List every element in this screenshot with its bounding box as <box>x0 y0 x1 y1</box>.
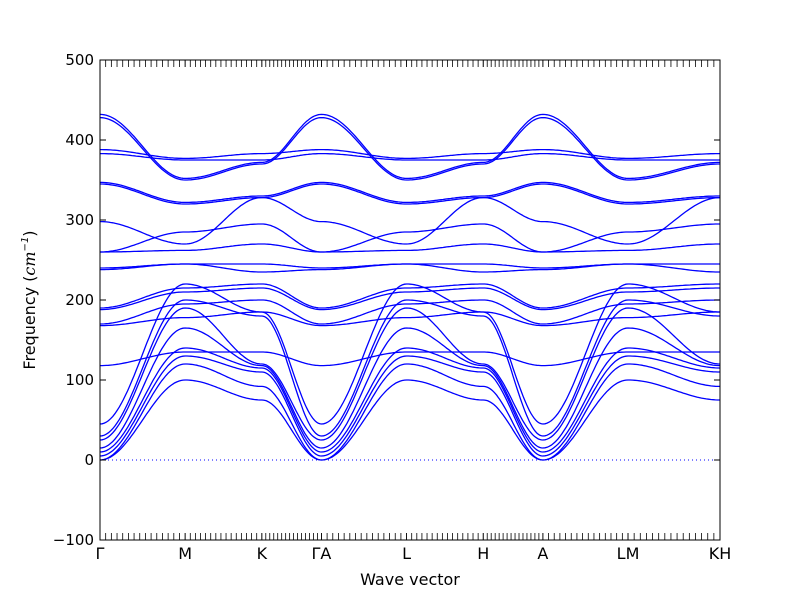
x-tick-label: KH <box>709 544 732 563</box>
x-tick-label: A <box>537 544 548 563</box>
band-line-17 <box>100 196 721 245</box>
x-tick-label: M <box>178 544 192 563</box>
band-line-10 <box>100 299 720 325</box>
x-tick-label: Γ <box>96 544 105 563</box>
y-tick-label: 0 <box>84 451 94 469</box>
band-line-2 <box>99 355 720 457</box>
y-tick-label: 300 <box>65 211 94 229</box>
x-tick-label: K <box>257 544 268 563</box>
band-line-20 <box>100 152 720 161</box>
x-axis-label: Wave vector <box>360 570 460 589</box>
band-line-16 <box>100 223 720 253</box>
band-line-15 <box>100 243 720 253</box>
y-tick-label: 100 <box>65 371 94 389</box>
y-axis-label: Frequency (cm−1) <box>20 230 39 369</box>
band-line-1 <box>99 363 720 461</box>
band-line-8 <box>100 351 720 367</box>
x-tick-label: L <box>402 544 411 563</box>
band-line-18 <box>100 183 720 205</box>
band-line-12 <box>100 283 720 309</box>
x-tick-label: LM <box>617 544 640 563</box>
y-tick-label: 200 <box>65 291 94 309</box>
band-line-5 <box>99 307 721 441</box>
band-line-23 <box>99 113 720 180</box>
x-tick-label: ΓA <box>311 544 331 563</box>
y-tick-label: −100 <box>53 531 94 549</box>
band-line-19 <box>100 181 720 204</box>
x-tick-label: H <box>477 544 489 563</box>
band-line-6 <box>99 299 720 437</box>
band-line-22 <box>99 116 720 181</box>
y-tick-label: 500 <box>65 51 94 69</box>
y-tick-label: 400 <box>65 131 94 149</box>
band-line-4 <box>99 327 721 449</box>
band-line-14 <box>100 263 720 269</box>
band-line-11 <box>100 287 720 311</box>
band-line-0 <box>99 379 720 461</box>
band-line-21 <box>100 148 720 160</box>
band-line-9 <box>100 311 720 327</box>
band-line-3 <box>99 347 720 453</box>
